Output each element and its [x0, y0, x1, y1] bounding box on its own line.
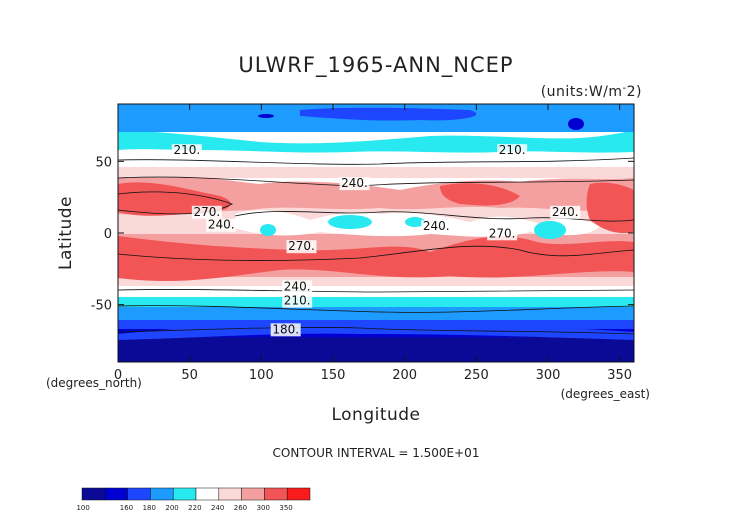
- colorbar-label: 100: [76, 504, 89, 512]
- contour-label: 240.: [284, 279, 311, 293]
- colorbar-label: 220: [188, 504, 201, 512]
- x-tick-label: 300: [536, 368, 561, 383]
- contour-label-bg: [282, 294, 313, 308]
- contour-label: 240.: [208, 218, 235, 232]
- x-tick-label: 150: [321, 368, 346, 383]
- contour-label: 240.: [552, 205, 579, 219]
- contour-label: 210.: [499, 143, 526, 157]
- contour-label-bg: [550, 205, 581, 219]
- colorbar-label: 350: [279, 504, 292, 512]
- x-tick-label: 350: [607, 368, 632, 383]
- cyan-spot-pacific: [405, 217, 425, 227]
- x-unit-note: (degrees_east): [561, 387, 650, 401]
- colorbar-swatch: [264, 487, 288, 501]
- contour-label-bg: [497, 144, 528, 158]
- band-north-subtropics-hot-east: [440, 183, 520, 206]
- contour-label: 240.: [341, 176, 368, 190]
- axis-ticks: 0 50 100 150 200 250 300 350 -50 0 50: [91, 104, 634, 383]
- contour-label-bg: [487, 227, 518, 241]
- contour-label-bg: [191, 205, 222, 219]
- contour-label-bg: [282, 280, 313, 294]
- spot-arctic-deep: [258, 114, 274, 118]
- contour-equator-240: [234, 211, 634, 222]
- colorbar-label: 300: [257, 504, 270, 512]
- contour-south-270: [118, 245, 634, 262]
- colorbar-swatch: [218, 487, 242, 501]
- band-south-pink: [118, 276, 634, 286]
- contour-south-210: [118, 305, 634, 313]
- contour-label: 180.: [272, 322, 299, 336]
- contour-label-bg: [286, 240, 317, 254]
- cyan-spot-indonesia: [328, 215, 372, 229]
- x-tick-label: 50: [181, 368, 198, 383]
- contour-label-bg: [206, 218, 237, 232]
- contour-south-180: [118, 327, 634, 335]
- x-tick-label: 0: [114, 368, 122, 383]
- colorbar-swatch: [81, 487, 106, 501]
- cyan-spot-africa: [260, 224, 276, 236]
- y-axis-label: Latitude: [56, 196, 76, 270]
- contour-label-bg: [421, 220, 452, 234]
- band-south-white: [118, 285, 634, 297]
- x-axis-label: Longitude: [331, 405, 420, 425]
- chart-title: ULWRF_1965-ANN_NCEP: [238, 53, 513, 78]
- band-south-cyan: [118, 296, 634, 307]
- colorbar-label: 180: [143, 504, 156, 512]
- y-tick-label: 50: [95, 155, 112, 170]
- spot-greenland: [568, 118, 584, 130]
- band-north-subtropics: [118, 174, 634, 215]
- x-tick-label: 100: [249, 368, 274, 383]
- contour-interval-text: CONTOUR INTERVAL = 1.500E+01: [273, 446, 480, 460]
- colorbar-swatch: [127, 487, 151, 501]
- contour-label: 210.: [173, 143, 200, 157]
- band-south-subtropics-hot: [118, 236, 634, 281]
- colorbar-label: 260: [234, 504, 247, 512]
- band-north-blue-deep: [300, 107, 477, 121]
- contour-label-bg: [270, 323, 301, 337]
- band-south-polar-deep: [118, 336, 634, 362]
- x-tick-label: 200: [392, 368, 417, 383]
- colorbar: 100 160 180 200 220 240 260 300 350: [76, 487, 311, 512]
- contour-south-240: [118, 289, 634, 293]
- y-unit-note: (degrees_north): [46, 376, 142, 390]
- colorbar-swatch: [172, 487, 197, 501]
- y-tick-label: 0: [104, 227, 112, 242]
- cyan-spot-sa: [534, 221, 566, 239]
- colorbar-swatch: [104, 487, 128, 501]
- x-tick-label: 250: [464, 368, 489, 383]
- y-tick-label: -50: [91, 299, 112, 314]
- contour-label: 240.: [423, 219, 450, 233]
- contour-north-210: [118, 157, 634, 165]
- colorbar-label: 160: [120, 504, 133, 512]
- colorbar-swatch: [286, 487, 311, 501]
- colorbar-swatch: [150, 487, 174, 501]
- colorbar-swatch: [195, 487, 220, 501]
- colorbar-label: 200: [165, 504, 178, 512]
- contour-label: 210.: [284, 294, 311, 308]
- colorbar-label: 240: [211, 504, 224, 512]
- contour-label: 270.: [194, 205, 221, 219]
- contour-label: 270.: [288, 239, 315, 253]
- band-north-pink: [118, 166, 634, 178]
- plot-area: 210. 210.240.270.240.240.240.270.270.240.…: [91, 103, 635, 383]
- band-antarctic-edge: [118, 321, 634, 340]
- contour-labels: 210. 210.240.270.240.240.240.270.270.240.…: [171, 143, 581, 337]
- contour-label-bg: [339, 177, 370, 191]
- band-south-midlat: [118, 306, 634, 320]
- contour-north-270: [118, 191, 233, 215]
- contour-label-bg: [171, 144, 202, 158]
- colorbar-swatch: [241, 487, 265, 501]
- chart-units: (units:W/m-2): [541, 83, 642, 100]
- contour-label: 270.: [489, 226, 516, 240]
